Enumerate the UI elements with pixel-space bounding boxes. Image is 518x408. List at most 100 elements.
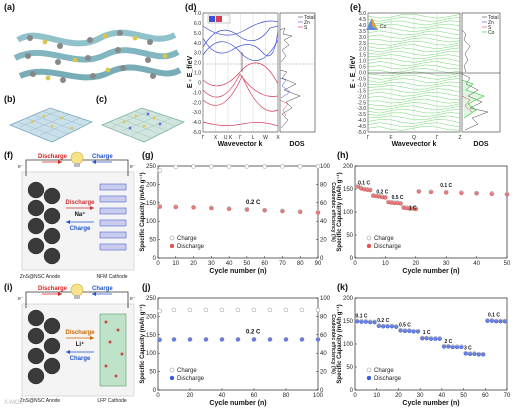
legend-discharge-label: Discharge — [177, 376, 205, 382]
x-tick-label: 100 — [313, 393, 324, 399]
discharge-point — [252, 337, 256, 342]
rate-label: 0.1 C — [488, 312, 500, 318]
discharge-point — [157, 338, 162, 342]
discharge-point — [407, 329, 412, 334]
y-tick-label: 250 — [146, 164, 157, 170]
y2-axis-label: Coulombic efficiency (%) — [330, 314, 336, 374]
discharge-point — [498, 319, 503, 324]
efficiency-point — [191, 164, 196, 169]
discharge-point — [383, 195, 388, 200]
efficiency-point — [173, 164, 179, 170]
y-tick-label: 7.0 — [194, 11, 201, 17]
y-ticks-d: 7.0 6.0 5.0 4.0 3.0 2.0 1.0 0 -1.0 -2.0 -3.0 -4.0 -5… — [192, 11, 201, 136]
panel-label-c: (c) — [96, 94, 107, 104]
x-tick-label: Γ — [202, 135, 205, 141]
efficiency-point — [157, 308, 162, 314]
discharge-point — [368, 320, 373, 325]
y-tick-label: 50 — [149, 370, 156, 376]
discharge-point — [284, 337, 288, 342]
efficiency-point — [219, 307, 225, 313]
y-axis-label: Specific Capacity (mAh g⁻¹) — [139, 304, 146, 383]
discharge-point — [380, 195, 385, 200]
x-axis-label: Cycle number (n) — [402, 400, 459, 407]
y2-tick-label: 20 — [320, 238, 327, 244]
x-tick-label: 40 — [219, 393, 226, 399]
y-tick-label: 100 — [343, 210, 354, 216]
efficiency-point — [315, 307, 321, 313]
y2-tick-label: 40 — [320, 219, 327, 225]
discharge-point — [468, 352, 472, 357]
y-tick-label: 200 — [146, 182, 157, 188]
y-tick-label: -1.0 — [357, 82, 366, 88]
discharge-point — [236, 337, 240, 342]
panel-label-j: (j) — [142, 282, 151, 292]
plot-area — [354, 297, 508, 391]
x-tick-label: 80 — [283, 393, 290, 399]
discharge-point — [433, 337, 438, 341]
legend-discharge-marker — [366, 375, 372, 381]
x-tick-label: 20 — [187, 393, 194, 399]
y-tick-label: 200 — [343, 164, 354, 170]
discharge-point — [280, 209, 285, 214]
x-tick-label: 50 — [244, 261, 251, 267]
y-tick-label: 3.0 — [194, 51, 201, 57]
rate-label: 0.1 C — [358, 180, 370, 186]
y-tick-label: -1.0 — [192, 90, 201, 96]
y-tick-label: 5.0 — [194, 31, 201, 37]
x-tick-label: 30 — [417, 393, 424, 399]
discharge-point — [372, 320, 377, 325]
discharge-point — [220, 337, 224, 342]
x-tick-label: 10 — [382, 261, 389, 267]
y-tick-label: 3.0 — [359, 35, 366, 41]
x-axis-label-d: Wavevector k — [218, 141, 263, 148]
discharge-point — [209, 206, 214, 211]
x-tick-label: 50 — [504, 261, 511, 267]
y-tick-label: 100 — [146, 219, 157, 225]
y-tick-label: 100 — [343, 342, 354, 348]
discharge-point — [489, 192, 494, 196]
rate-label: 3 C — [464, 346, 472, 352]
discharge-point — [446, 344, 451, 349]
y2-tick-label: 0 — [320, 388, 324, 394]
x-tick-label: 60 — [482, 393, 489, 399]
lattice-b — [8, 107, 94, 143]
discharge-point — [442, 344, 446, 349]
discharge-point — [363, 320, 368, 324]
y-tick-label: 2.5 — [359, 41, 366, 47]
x-tick-label: Γ — [239, 135, 242, 141]
y-ticks-e: 5.04.54.03.53.02.52.01.51.00.50.0-0.5-1.… — [357, 11, 366, 136]
x-axis-label-e: Wavevector k — [392, 141, 437, 148]
y-tick-label: -2.5 — [357, 100, 366, 106]
discharge-point — [386, 200, 391, 205]
rate-label: 0.5 C — [399, 323, 411, 329]
y-tick-label: 5.0 — [359, 11, 366, 17]
ion-label-i: Li⁺ — [76, 341, 85, 348]
x-tick-label: 40 — [226, 261, 233, 267]
x-tick-label: X — [276, 135, 280, 141]
rate-label: 1 C — [409, 206, 417, 212]
discharge-point — [377, 194, 382, 199]
discharge-label-f: Discharge — [38, 154, 68, 160]
y2-tick-label: 80 — [320, 314, 327, 320]
panel-label-e: (e) — [350, 2, 361, 12]
y-tick-label: 1.5 — [359, 53, 366, 59]
cathode-label-f: NFM Cathode — [96, 274, 127, 280]
discharge-mid-label-f: Discharge — [65, 200, 95, 206]
x-tick-label: 10 — [172, 261, 179, 267]
charge-label-f: Charge — [92, 154, 113, 160]
x-tick-label: 70 — [279, 261, 286, 267]
y-tick-label: 50 — [346, 233, 353, 239]
plot-area — [157, 297, 319, 391]
discharge-point — [429, 190, 433, 195]
x-tick-label: F — [389, 135, 392, 141]
x-axis-label: Cycle number (n) — [209, 268, 266, 275]
x-tick-label: 70 — [504, 393, 511, 399]
y-tick-label: 250 — [146, 296, 157, 302]
discharge-point — [459, 345, 464, 350]
y-tick-label: -3.0 — [357, 106, 366, 112]
discharge-mid-label-i: Discharge — [65, 330, 95, 336]
rate-annotation: 0.2 C — [246, 200, 261, 206]
